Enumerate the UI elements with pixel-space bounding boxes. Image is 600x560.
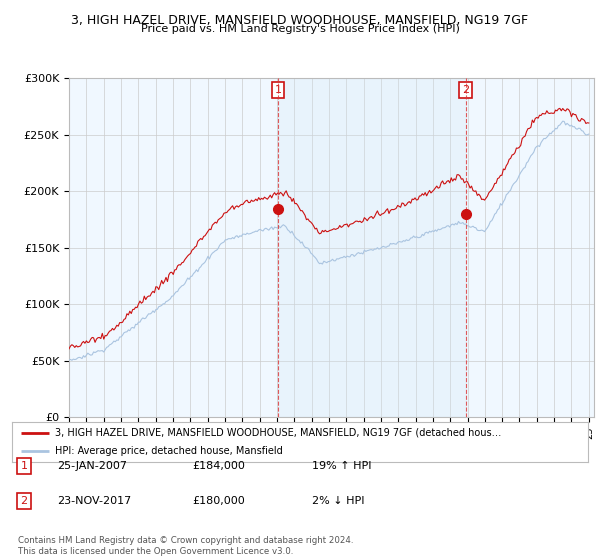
- Text: 1: 1: [275, 85, 281, 95]
- Text: £184,000: £184,000: [192, 461, 245, 471]
- Text: 3, HIGH HAZEL DRIVE, MANSFIELD WOODHOUSE, MANSFIELD, NG19 7GF (detached hous…: 3, HIGH HAZEL DRIVE, MANSFIELD WOODHOUSE…: [55, 428, 502, 437]
- Text: 19% ↑ HPI: 19% ↑ HPI: [312, 461, 371, 471]
- Text: 2: 2: [20, 496, 28, 506]
- Text: £180,000: £180,000: [192, 496, 245, 506]
- Text: Contains HM Land Registry data © Crown copyright and database right 2024.
This d: Contains HM Land Registry data © Crown c…: [18, 536, 353, 556]
- Text: 2% ↓ HPI: 2% ↓ HPI: [312, 496, 365, 506]
- Text: 23-NOV-2017: 23-NOV-2017: [57, 496, 131, 506]
- Text: 3, HIGH HAZEL DRIVE, MANSFIELD WOODHOUSE, MANSFIELD, NG19 7GF: 3, HIGH HAZEL DRIVE, MANSFIELD WOODHOUSE…: [71, 14, 529, 27]
- Bar: [278, 78, 466, 417]
- Text: 1: 1: [20, 461, 28, 471]
- Text: 25-JAN-2007: 25-JAN-2007: [57, 461, 127, 471]
- Text: 2: 2: [462, 85, 469, 95]
- Text: Price paid vs. HM Land Registry's House Price Index (HPI): Price paid vs. HM Land Registry's House …: [140, 24, 460, 34]
- Text: HPI: Average price, detached house, Mansfield: HPI: Average price, detached house, Mans…: [55, 446, 283, 456]
